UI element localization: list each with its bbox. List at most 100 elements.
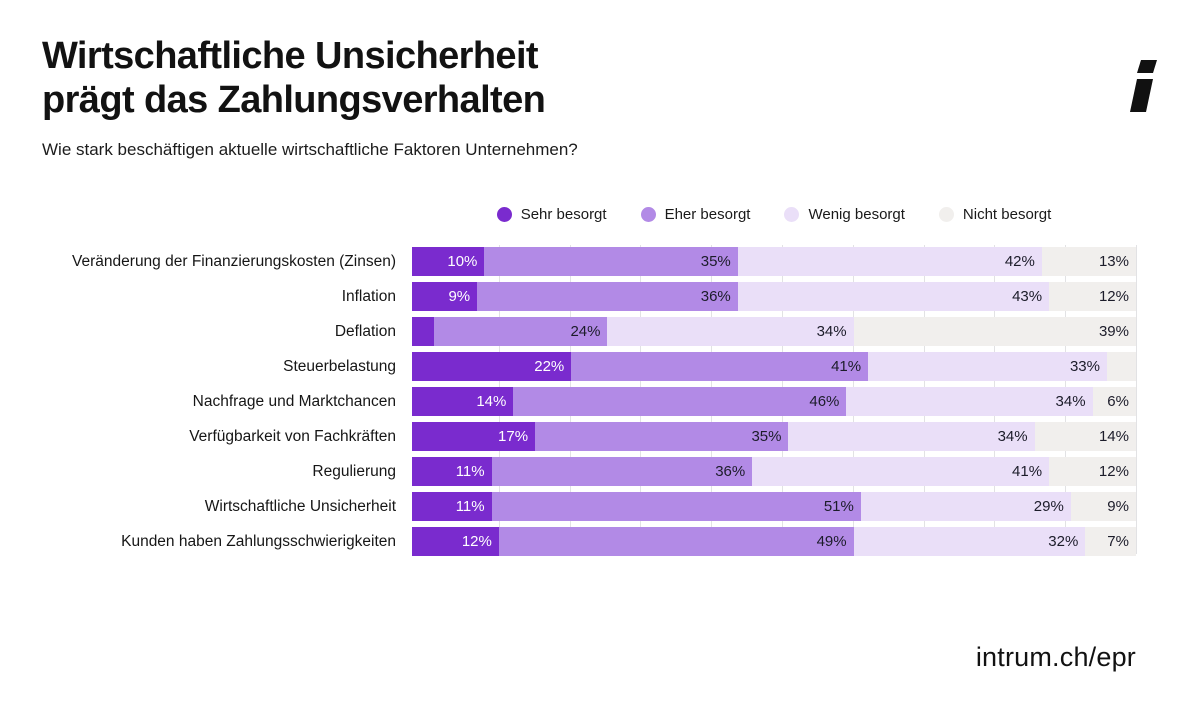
bar-segment: 35% — [484, 247, 738, 277]
chart-row: Nachfrage und Marktchancen 14% 46% 34% 6% — [42, 387, 1136, 417]
chart-row: Steuerbelastung 22% 41% 33% — [42, 352, 1136, 382]
chart-row: Veränderung der Finanzierungskosten (Zin… — [42, 247, 1136, 277]
row-label: Nachfrage und Marktchancen — [192, 392, 396, 410]
segment-value-label: 36% — [700, 288, 731, 306]
segment-value-label: 13% — [1098, 253, 1129, 271]
segment-value-label: 35% — [751, 428, 782, 446]
segment-value-label: 29% — [1033, 498, 1064, 516]
page-subtitle: Wie stark beschäftigen aktuelle wirtscha… — [42, 140, 578, 160]
infographic-page: Wirtschaftliche Unsicherheit prägt das Z… — [0, 34, 1200, 709]
bar-segment: 17% — [412, 422, 536, 452]
bar-segment — [412, 317, 434, 347]
chart-row: Inflation 9% 36% 43% 12% — [42, 282, 1136, 312]
segment-value-label: 7% — [1107, 533, 1129, 551]
bar-segment: 12% — [1049, 457, 1136, 487]
row-label: Regulierung — [312, 462, 396, 480]
chart-row: Deflation 24% 34% 39% — [42, 317, 1136, 347]
stacked-bar-chart: Veränderung der Finanzierungskosten (Zin… — [42, 245, 1137, 557]
bar-segment: 46% — [513, 387, 847, 417]
bar-segment: 12% — [1049, 282, 1136, 312]
legend-dot-icon — [784, 207, 800, 223]
legend-item: Nicht besorgt — [938, 206, 1052, 224]
segment-value-label: 17% — [498, 428, 529, 446]
bar-segment: 34% — [788, 422, 1035, 452]
stacked-bar: 12% 49% 32% 7% — [412, 527, 1136, 557]
bar-segment: 11% — [412, 457, 492, 487]
legend-item: Eher besorgt — [640, 206, 751, 224]
segment-value-label: 9% — [448, 288, 471, 306]
bar-segment: 10% — [412, 247, 485, 277]
segment-value-label: 36% — [715, 463, 746, 481]
row-label: Verfügbarkeit von Fachkräften — [189, 427, 396, 445]
segment-value-label: 33% — [1069, 358, 1100, 376]
legend-label: Eher besorgt — [664, 206, 751, 224]
segment-value-label: 41% — [831, 358, 862, 376]
chart-row: Kunden haben Zahlungsschwierigkeiten 12% 4… — [42, 527, 1136, 557]
bar-segment: 35% — [535, 422, 789, 452]
bar-segment: 42% — [737, 247, 1042, 277]
legend-label: Wenig besorgt — [808, 206, 905, 224]
bar-segment: 34% — [607, 317, 854, 347]
chart-row: Regulierung 11% 36% 41% 12% — [42, 457, 1136, 487]
legend-label: Nicht besorgt — [962, 206, 1052, 224]
bar-segment: 22% — [412, 352, 572, 382]
segment-value-label: 11% — [455, 463, 485, 481]
segment-value-label: 39% — [1098, 323, 1129, 341]
bar-segment: 32% — [853, 527, 1086, 557]
legend-label: Sehr besorgt — [520, 206, 607, 224]
bar-segment: 6% — [1092, 387, 1136, 417]
stacked-bar: 9% 36% 43% 12% — [412, 282, 1136, 312]
gridline — [1136, 245, 1137, 555]
bar-segment: 51% — [491, 492, 861, 522]
stacked-bar: 22% 41% 33% — [412, 352, 1136, 382]
legend-dot-icon — [496, 207, 512, 223]
segment-value-label: 12% — [1098, 463, 1129, 481]
segment-value-label: 22% — [534, 358, 565, 376]
bar-segment: 9% — [412, 282, 478, 312]
stacked-bar: 11% 36% 41% 12% — [412, 457, 1136, 487]
segment-value-label: 24% — [570, 323, 601, 341]
bar-segment: 41% — [752, 457, 1050, 487]
segment-value-label: 32% — [1048, 533, 1079, 551]
stacked-bar: 11% 51% 29% 9% — [412, 492, 1136, 522]
row-label: Kunden haben Zahlungsschwierigkeiten — [121, 532, 396, 550]
stacked-bar: 10% 35% 42% 13% — [412, 247, 1136, 277]
segment-value-label: 46% — [809, 393, 840, 411]
segment-value-label: 9% — [1107, 498, 1129, 516]
segment-value-label: 12% — [1098, 288, 1129, 306]
row-label: Veränderung der Finanzierungskosten (Zin… — [72, 252, 396, 270]
chart-row: Wirtschaftliche Unsicherheit 11% 51% 29% 9% — [42, 492, 1136, 522]
legend-dot-icon — [938, 207, 954, 223]
segment-value-label: 35% — [700, 253, 731, 271]
stacked-bar: 17% 35% 34% 14% — [412, 422, 1136, 452]
page-title: Wirtschaftliche Unsicherheit prägt das Z… — [42, 34, 1200, 122]
segment-value-label: 11% — [455, 498, 485, 516]
segment-value-label: 34% — [997, 428, 1028, 446]
chart-row: Verfügbarkeit von Fachkräften 17% 35% 34% 14… — [42, 422, 1136, 452]
bar-segment: 13% — [1041, 247, 1136, 277]
footer-url: intrum.ch/epr — [975, 642, 1136, 672]
segment-value-label: 34% — [816, 323, 847, 341]
segment-value-label: 49% — [816, 533, 847, 551]
segment-value-label: 51% — [823, 498, 854, 516]
stacked-bar: 14% 46% 34% 6% — [412, 387, 1136, 417]
row-label: Steuerbelastung — [283, 357, 396, 375]
bar-segment: 36% — [477, 282, 738, 312]
bar-segment: 43% — [737, 282, 1050, 312]
stacked-bar: 24% 34% 39% — [412, 317, 1136, 347]
segment-value-label: 41% — [1012, 463, 1043, 481]
legend-dot-icon — [640, 207, 656, 223]
bar-segment: 24% — [433, 317, 608, 347]
intrum-logo-icon — [1130, 60, 1157, 112]
bar-segment: 29% — [860, 492, 1071, 522]
legend-item: Wenig besorgt — [784, 206, 905, 224]
bar-segment: 14% — [412, 387, 514, 417]
segment-value-label: 42% — [1004, 253, 1035, 271]
bar-segment: 11% — [412, 492, 492, 522]
bar-segment: 34% — [846, 387, 1093, 417]
segment-value-label: 10% — [447, 253, 478, 271]
page-title-line-1: Wirtschaftliche Unsicherheit — [42, 35, 539, 77]
bar-segment: 41% — [571, 352, 869, 382]
bar-segment: 7% — [1085, 527, 1136, 557]
page-title-line-2: prägt das Zahlungsverhalten — [42, 79, 546, 122]
